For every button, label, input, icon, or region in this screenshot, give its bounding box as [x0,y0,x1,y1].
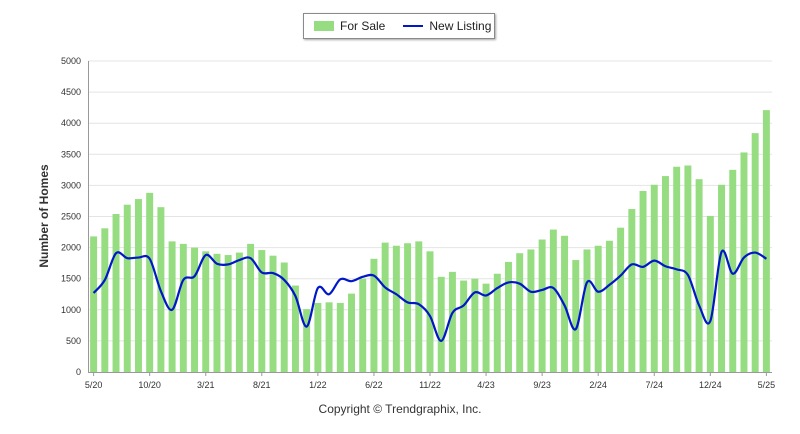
for-sale-bar [437,276,445,372]
legend-for-sale-swatch [314,21,334,31]
legend-new-listing-swatch [403,25,424,27]
for-sale-bar [101,228,109,372]
for-sale-bar [426,251,434,372]
for-sale-bar [583,249,591,372]
for-sale-bar [303,309,311,372]
bars [90,110,770,372]
for-sale-bar [650,184,658,372]
for-sale-bar [112,214,120,372]
for-sale-bar [628,209,636,372]
y-tick-label: 1000 [61,305,81,315]
for-sale-bar [348,293,355,372]
x-tick-label: 1/22 [309,380,327,390]
x-tick-label: 9/23 [533,380,551,390]
y-tick-label: 1500 [61,274,81,284]
y-tick-label: 5000 [61,56,81,66]
for-sale-bar [258,250,266,372]
for-sale-bar [179,243,187,372]
y-axis-label: Number of Homes [37,164,51,268]
y-tick-label: 4500 [61,87,81,97]
x-tick-label: 6/22 [365,380,383,390]
for-sale-bar [235,252,243,372]
for-sale-bar [762,110,770,372]
for-sale-bar [291,285,299,372]
for-sale-bar [695,179,703,372]
legend-for-sale-label: For Sale [340,19,386,33]
y-tick-label: 500 [66,336,81,346]
x-tick-label: 5/25 [758,380,776,390]
for-sale-bar [617,227,625,372]
y-tick-labels: 0 500 1000 1500 2000 2500 3000 3500 4000 4500 5000 [61,56,81,377]
for-sale-bar [448,271,456,372]
for-sale-bar [706,215,714,372]
for-sale-bar [460,280,468,372]
y-tick-label: 2500 [61,212,81,222]
x-tick-label: 2/24 [589,380,607,390]
for-sale-bar [605,240,613,372]
x-tick-label: 7/24 [645,380,663,390]
for-sale-bar [370,258,378,372]
new-listing-line [92,249,767,342]
for-sale-bar [314,302,322,372]
y-tick-label: 0 [76,367,81,377]
for-sale-bar [146,192,154,372]
for-sale-bar [594,245,602,372]
copyright: Copyright © Trendgraphix, Inc. [318,402,482,416]
for-sale-bar [471,278,479,372]
for-sale-bar [505,261,512,372]
x-tick-labels: 5/20 10/20 3/21 8/21 1/22 6/22 11/22 4/23 9/23 2/… [85,372,775,390]
y-tick-label: 3500 [61,149,81,159]
for-sale-bar [134,199,142,372]
for-sale-bar [661,176,669,372]
for-sale-bar [213,253,221,372]
for-sale-bar [123,204,131,372]
for-sale-bar [729,169,737,372]
x-tick-label: 5/20 [85,380,103,390]
for-sale-bar [202,251,210,372]
for-sale-bar [718,184,726,372]
for-sale-bar [415,241,423,372]
for-sale-bar [269,255,277,372]
for-sale-bar [493,273,501,372]
y-tick-label: 3000 [61,180,81,190]
for-sale-bar [527,249,535,372]
for-sale-bar [359,278,367,372]
legend-new-listing-label: New Listing [429,19,492,33]
for-sale-bar [224,255,232,372]
for-sale-bar [280,262,288,372]
x-tick-label: 12/24 [699,380,722,390]
for-sale-bar [404,243,412,372]
for-sale-bar [684,165,692,372]
for-sale-bar [336,302,344,372]
for-sale-bar [90,236,98,372]
x-tick-label: 3/21 [197,380,215,390]
for-sale-bar [549,229,557,372]
for-sale-bar [381,242,389,372]
for-sale-bar [482,283,490,372]
x-tick-label: 8/21 [253,380,271,390]
x-tick-label: 11/22 [419,380,441,390]
gridlines [88,60,772,342]
for-sale-bar [538,239,546,372]
x-tick-label: 10/20 [138,380,161,390]
legend: For Sale New Listing [303,13,495,39]
for-sale-bar [325,302,333,372]
for-sale-bar [516,253,524,372]
for-sale-bar [168,241,176,372]
for-sale-bar [572,260,580,372]
x-tick-label: 4/23 [477,380,495,390]
for-sale-bar [191,247,199,372]
for-sale-bar [639,190,647,372]
y-tick-label: 4000 [61,118,81,128]
y-tick-label: 2000 [61,243,81,253]
for-sale-bar [392,245,400,372]
for-sale-bar [247,243,255,372]
for-sale-bar [740,152,748,372]
